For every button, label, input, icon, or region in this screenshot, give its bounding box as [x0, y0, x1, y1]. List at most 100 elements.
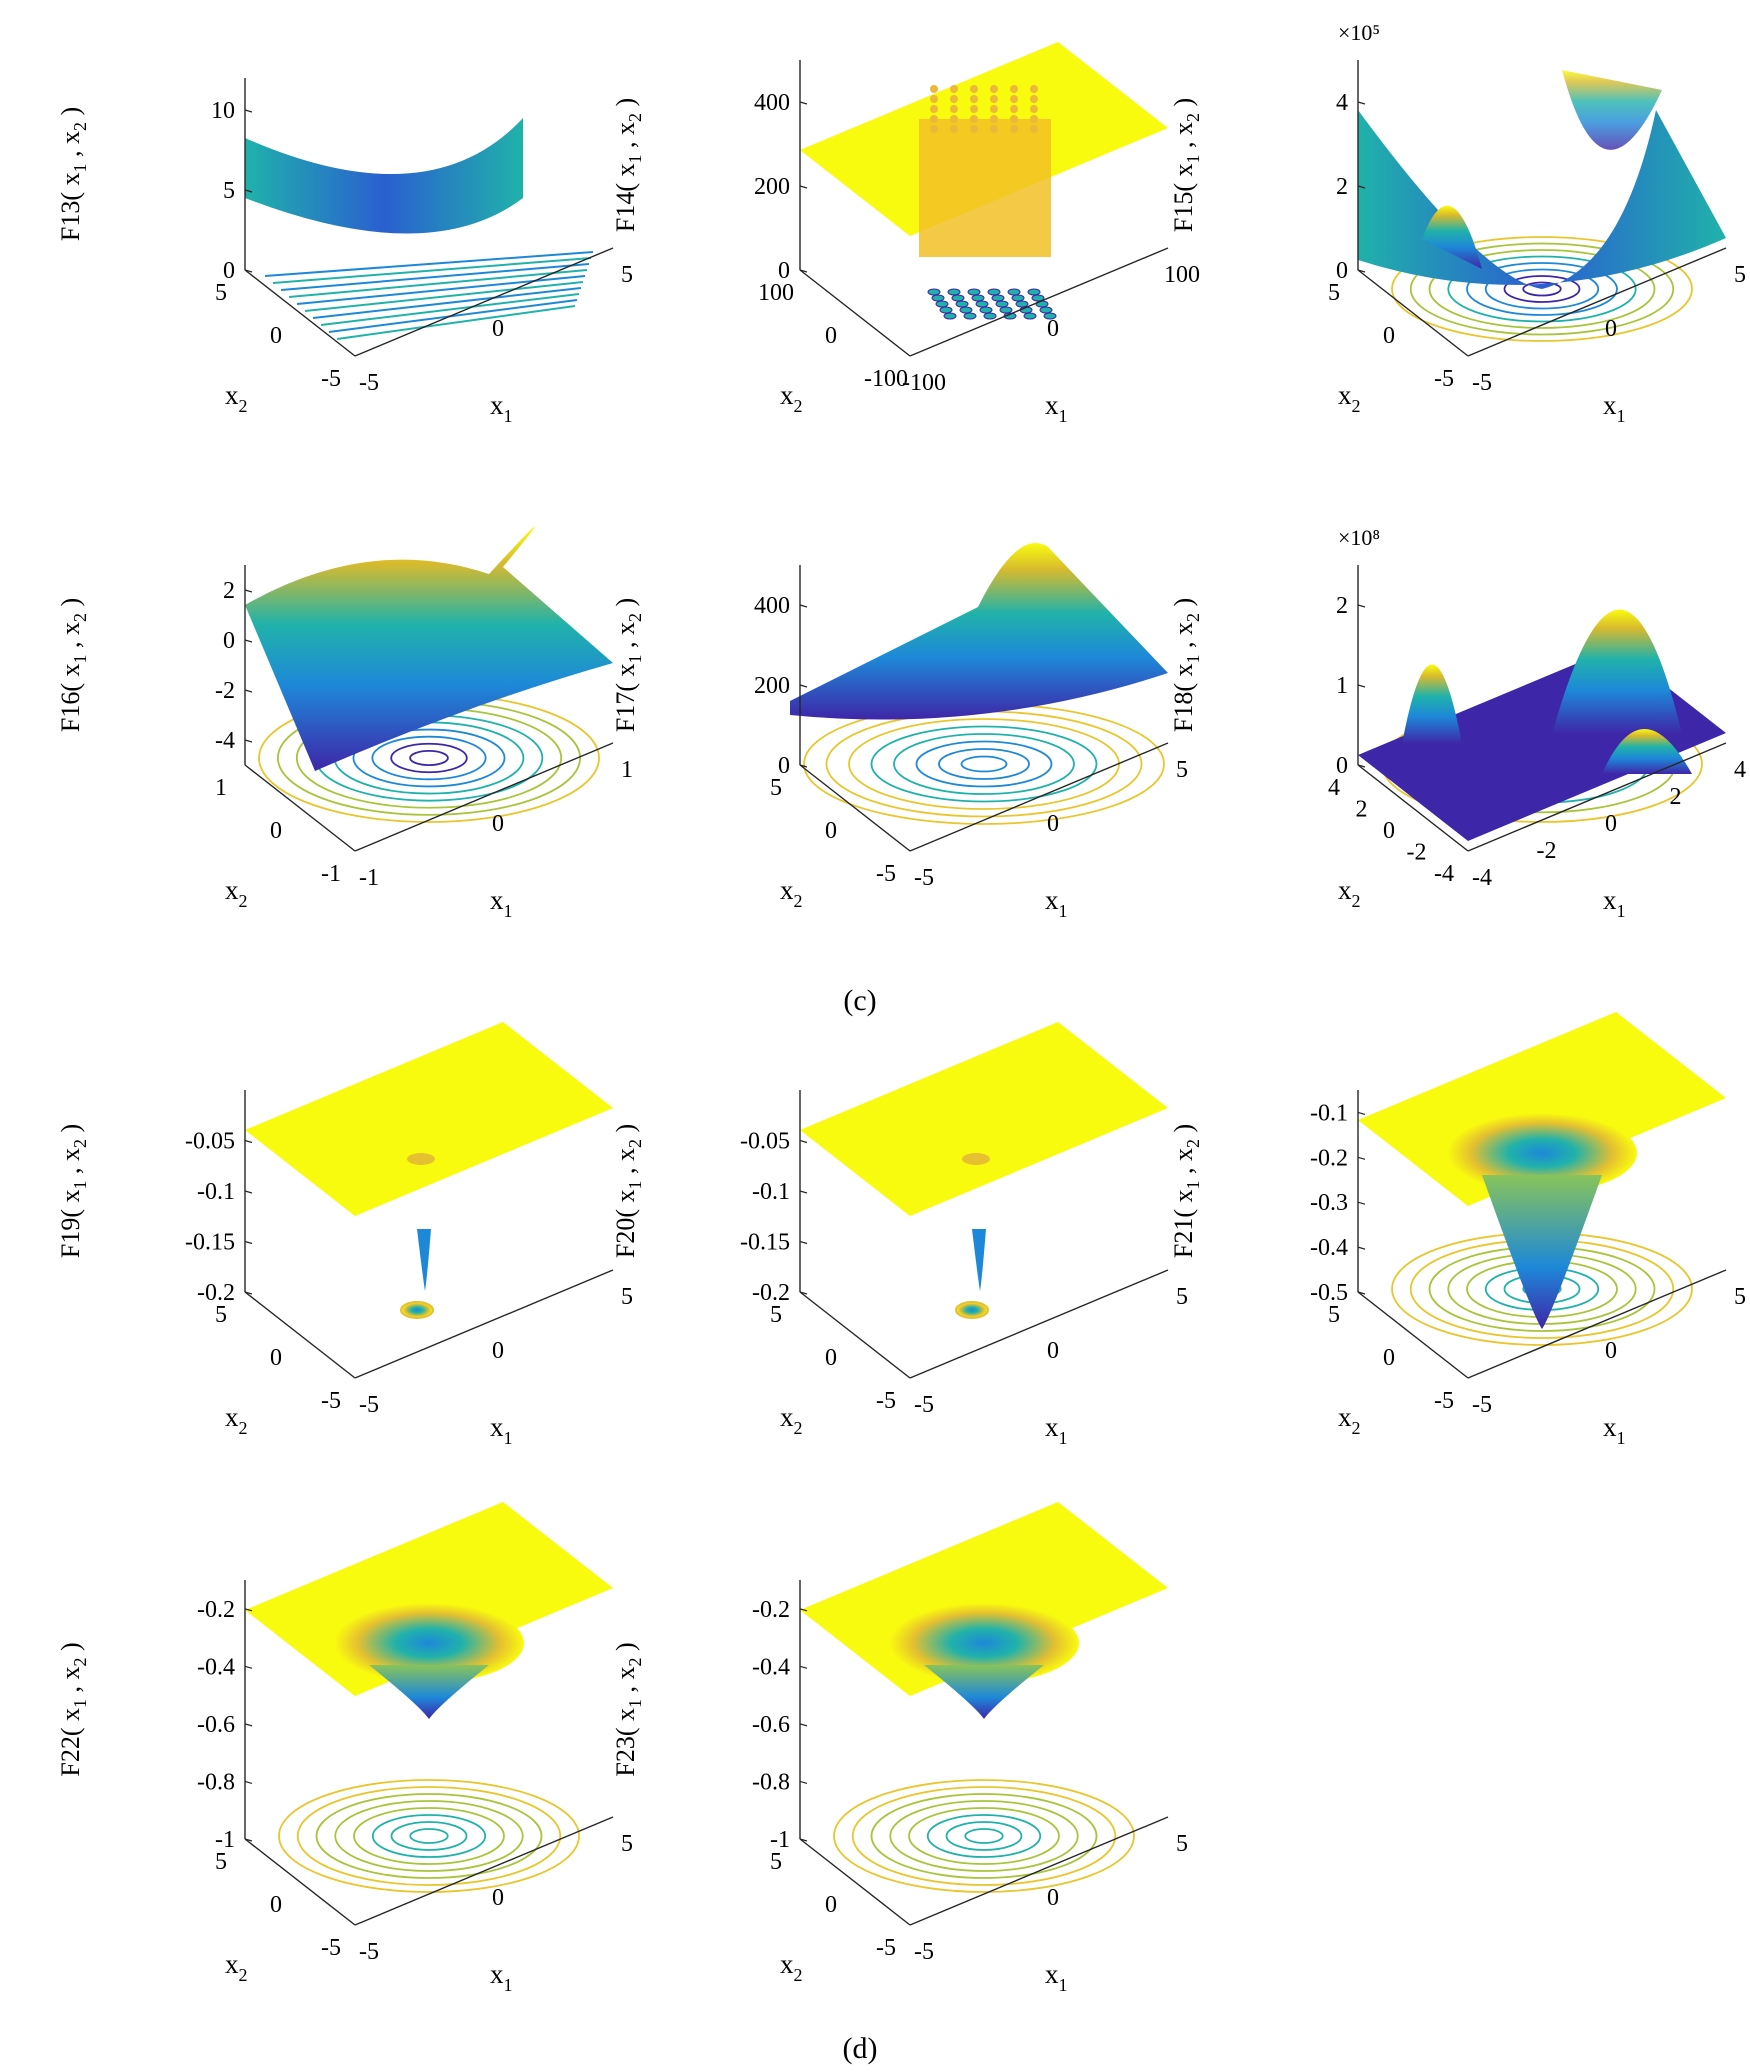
x2-tick-label: -5 — [876, 1388, 896, 1414]
z-tick-label: 10 — [211, 98, 235, 124]
panel-f19: -0.2 -0.15 -0.1 -0.05 -5 0 5 -5 0 5 x2 x1 F19( x1 , … — [56, 1022, 633, 1448]
x2-tick-label: 5 — [1328, 280, 1340, 306]
z-tick-label: 0 — [223, 258, 235, 284]
z-tick-label: -0.1 — [197, 1179, 235, 1205]
x1-axis — [1467, 1269, 1727, 1379]
x1-axis — [909, 1816, 1169, 1926]
x1-axis-label: x1 — [490, 1412, 513, 1448]
x1-tick-label: 0 — [492, 811, 504, 837]
x1-tick-label: -1 — [359, 865, 379, 891]
z-tick-label: 0 — [1336, 753, 1348, 779]
x2-axis — [244, 1838, 356, 1926]
x2-tick-label: 5 — [770, 1849, 782, 1875]
x2-axis — [1357, 269, 1469, 357]
x1-axis — [354, 247, 614, 357]
x1-axis — [354, 1816, 614, 1926]
z-axis-label: F18( x1 , x2 ) — [1169, 598, 1203, 732]
x2-axis — [799, 1838, 911, 1926]
x2-axis-label: x2 — [1338, 875, 1361, 911]
surface — [800, 42, 1168, 320]
z-multiplier: ×10⁵ — [1338, 20, 1380, 45]
x1-tick-label: -100 — [902, 370, 946, 396]
x1-tick-label: -5 — [1472, 370, 1492, 396]
x1-tick-label: 0 — [492, 1338, 504, 1364]
x1-tick-label: 0 — [1605, 1338, 1617, 1364]
x1-axis — [909, 1269, 1169, 1379]
z-tick-label: 200 — [754, 673, 790, 699]
panel-f20: -0.2 -0.15 -0.1 -0.05 -5 0 5 -5 0 5 x2 x1 F20( x1 , … — [611, 1022, 1188, 1448]
x1-axis-label: x1 — [1603, 1412, 1626, 1448]
z-tick-label: -0.6 — [752, 1712, 790, 1738]
x1-axis — [909, 742, 1169, 852]
x1-tick-label: 5 — [621, 262, 633, 288]
z-tick-label: -0.2 — [197, 1597, 235, 1623]
x2-tick-label: 5 — [215, 1849, 227, 1875]
surface — [245, 118, 594, 340]
x1-tick-label: -5 — [914, 1939, 934, 1965]
x2-axis — [799, 269, 911, 357]
x1-tick-label: 4 — [1734, 757, 1746, 783]
z-tick-label: 400 — [754, 593, 790, 619]
z-tick-label: -0.4 — [197, 1654, 235, 1680]
x1-tick-label: -5 — [1472, 1392, 1492, 1418]
z-axis-label: F15( x1 , x2 ) — [1169, 98, 1203, 232]
x2-tick-label: 0 — [270, 1892, 282, 1918]
x2-axis — [244, 764, 356, 852]
z-tick-label: -0.8 — [197, 1769, 235, 1795]
panel-f21: -0.5 -0.4 -0.3 -0.2 -0.1 -5 0 5 -5 0 5 x2 x1 F21( x1 … — [1169, 1012, 1746, 1448]
x1-tick-label: 5 — [1176, 1831, 1188, 1857]
x1-axis — [1467, 247, 1727, 357]
x2-tick-label: 5 — [770, 1302, 782, 1328]
panel-f22: -1 -0.8 -0.6 -0.4 -0.2 -5 0 5 -5 0 5 x2 x1 F22( x1 , … — [56, 1502, 633, 1995]
x2-tick-label: -5 — [1434, 366, 1454, 392]
x2-tick-label: -5 — [321, 1388, 341, 1414]
surface — [800, 1022, 1168, 1319]
x2-tick-label: -5 — [321, 366, 341, 392]
x2-tick-label: 0 — [270, 1345, 282, 1371]
x2-tick-label: -5 — [876, 861, 896, 887]
x2-tick-label: -2 — [1407, 840, 1427, 866]
x2-tick-label: 5 — [215, 280, 227, 306]
z-axis-label: F22( x1 , x2 ) — [56, 1642, 90, 1776]
z-tick-label: 0 — [778, 258, 790, 284]
x1-tick-label: -5 — [359, 1939, 379, 1965]
x2-tick-label: -100 — [864, 366, 908, 392]
z-tick-label: 4 — [1336, 90, 1348, 116]
x2-tick-label: 0 — [825, 1892, 837, 1918]
x2-tick-label: -5 — [876, 1935, 896, 1961]
x2-tick-label: 5 — [215, 1302, 227, 1328]
x1-tick-label: 0 — [1605, 316, 1617, 342]
x2-axis-label: x2 — [1338, 1402, 1361, 1438]
x2-tick-label: 0 — [825, 1345, 837, 1371]
x2-tick-label: 0 — [1383, 323, 1395, 349]
z-tick-label: -0.4 — [1310, 1235, 1348, 1261]
caption-d: (d) — [843, 2032, 878, 2065]
z-tick-label: -0.05 — [740, 1129, 790, 1155]
z-tick-label: -1 — [215, 1827, 235, 1853]
z-tick-label: 200 — [754, 174, 790, 200]
z-tick-label: 1 — [1336, 673, 1348, 699]
surface — [1358, 70, 1726, 342]
x2-tick-label: -4 — [1434, 861, 1454, 887]
x1-axis-label: x1 — [490, 1959, 513, 1995]
x1-axis-label: x1 — [1045, 1959, 1068, 1995]
caption-c: (c) — [843, 984, 876, 1017]
z-tick-label: 5 — [223, 178, 235, 204]
z-tick-label: -0.15 — [740, 1230, 790, 1256]
z-tick-label: -4 — [215, 728, 235, 754]
z-tick-label: -0.6 — [197, 1712, 235, 1738]
x1-tick-label: -4 — [1472, 865, 1492, 891]
surface — [245, 1502, 613, 1893]
surface — [245, 1022, 613, 1319]
x2-tick-label: 1 — [215, 775, 227, 801]
x1-axis-label: x1 — [490, 390, 513, 426]
x1-tick-label: 2 — [1670, 784, 1682, 810]
x2-axis-label: x2 — [225, 1402, 248, 1438]
x1-axis — [1467, 742, 1727, 852]
z-tick-label: -0.5 — [1310, 1280, 1348, 1306]
surface — [800, 1502, 1168, 1893]
z-tick-label: 2 — [1336, 593, 1348, 619]
x1-tick-label: 5 — [1176, 1284, 1188, 1310]
